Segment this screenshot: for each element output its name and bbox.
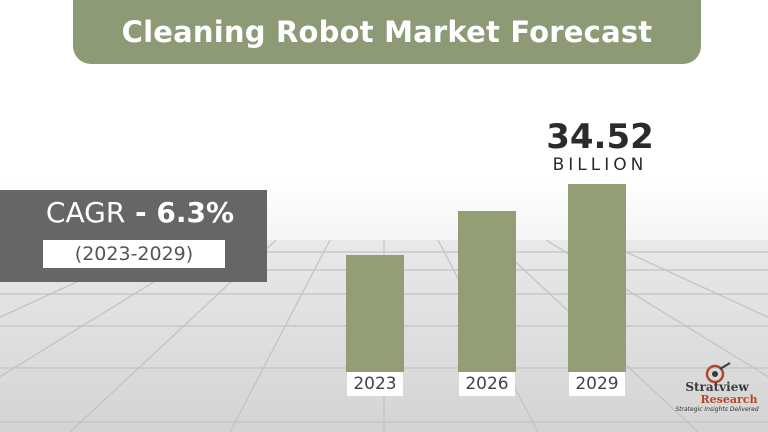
bar-2029	[568, 184, 626, 372]
bar-2023	[346, 255, 404, 372]
logo-sub: Research	[700, 393, 758, 406]
bar-2026	[458, 211, 516, 372]
unit-label: BILLION	[552, 155, 648, 175]
cagr-label: CAGR	[45, 196, 126, 229]
chart-title: Cleaning Robot Market Forecast	[121, 15, 653, 49]
cagr-separator: -	[125, 196, 157, 229]
logo-tagline: Strategic Insights Delivered	[675, 406, 759, 413]
cagr-box: CAGR - 6.3% (2023-2029)	[0, 190, 267, 282]
logo-mark-icon	[705, 362, 731, 384]
title-banner: Cleaning Robot Market Forecast	[73, 0, 701, 64]
cagr-value: 6.3%	[156, 196, 235, 229]
cagr-line: CAGR - 6.3%	[20, 196, 260, 229]
logo-name: Stratview	[685, 380, 749, 394]
category-label-2023: 2023	[347, 372, 403, 396]
category-label-2029: 2029	[569, 372, 625, 396]
cagr-period: (2023-2029)	[43, 240, 225, 268]
category-label-2026: 2026	[459, 372, 515, 396]
value-label: 34.52	[546, 117, 654, 157]
stratview-logo: Stratview Research Strategic Insights De…	[668, 362, 766, 428]
